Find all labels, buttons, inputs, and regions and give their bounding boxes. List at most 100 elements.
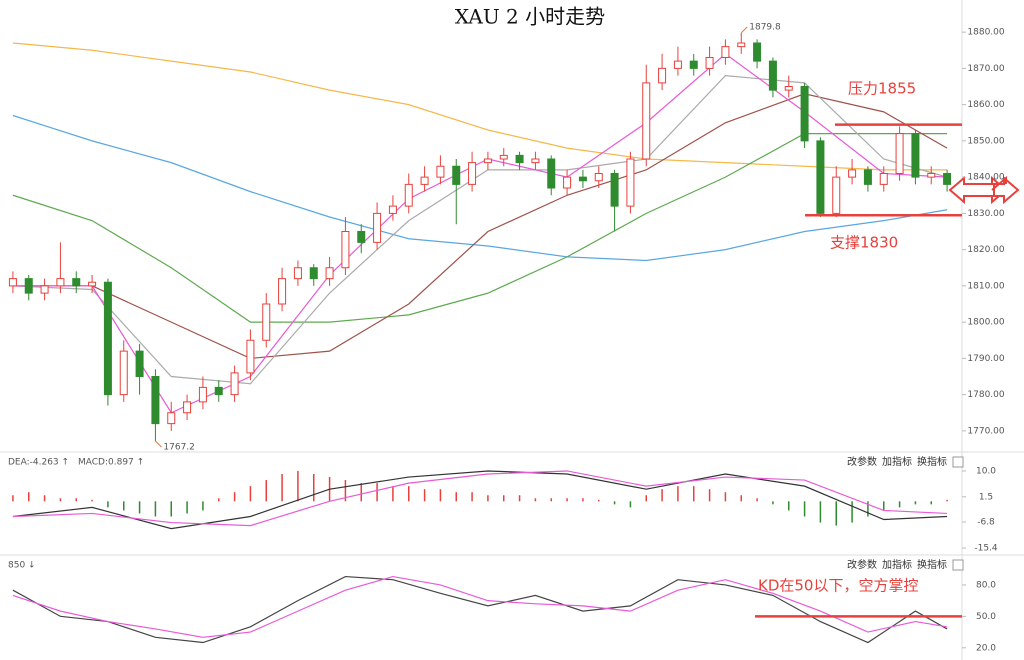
candle-body — [911, 133, 920, 178]
candle-body — [863, 169, 872, 185]
candle-body — [832, 176, 841, 214]
extreme-pointer — [740, 26, 748, 34]
candle-body — [88, 281, 97, 287]
chart-title: XAU 2 小时走势 — [455, 5, 605, 29]
candle-body — [895, 133, 904, 174]
indicator-line — [12, 114, 948, 262]
y-tick-label: 80.0 — [976, 580, 996, 590]
y-tick-label: -15.4 — [974, 544, 998, 554]
extreme-label: 1879.8 — [749, 22, 781, 32]
kd-header: 850 ↓ — [8, 561, 36, 571]
candle-body — [784, 86, 793, 91]
y-tick-label: 1770.00 — [967, 426, 1004, 436]
macd-label: MACD:0.897 ↑ — [78, 458, 144, 468]
support-label: 支撑1830 — [830, 234, 898, 252]
y-tick-label: 10.0 — [976, 466, 996, 476]
arrow-right — [991, 175, 1020, 205]
candle-body — [547, 158, 556, 189]
candle-body — [24, 278, 33, 294]
candle-body — [198, 386, 207, 403]
panel-button[interactable]: 改参数 — [847, 455, 877, 468]
candle-body — [737, 42, 746, 48]
candle-body — [499, 154, 508, 160]
y-tick-label: 1.5 — [979, 492, 993, 502]
close-button[interactable] — [952, 456, 964, 468]
y-tick-label: 50.0 — [976, 612, 996, 622]
extreme-label: 1767.2 — [163, 443, 195, 453]
candle-body — [420, 176, 429, 185]
candle-body — [563, 176, 572, 189]
candle-body — [468, 162, 477, 185]
y-tick-label: 1830.00 — [967, 209, 1004, 219]
candle-body — [927, 173, 936, 178]
candle-body — [357, 231, 366, 243]
candle-body — [325, 267, 334, 280]
candle-body — [436, 165, 445, 178]
candle-body — [515, 154, 524, 164]
candle-body — [8, 278, 17, 287]
candle-body — [531, 158, 540, 164]
candle-body — [689, 60, 698, 69]
candle-body — [658, 67, 667, 84]
candle-body — [483, 158, 492, 164]
candle-body — [103, 281, 112, 396]
indicator-line — [12, 575, 948, 638]
candle-body — [278, 278, 287, 305]
y-tick-label: 1790.00 — [967, 354, 1004, 364]
candle-body — [594, 173, 603, 182]
candle-body — [151, 376, 160, 425]
resistance-label: 压力1855 — [848, 80, 916, 98]
candle-body — [293, 267, 302, 280]
candle-body — [943, 173, 952, 185]
y-tick-label: 1870.00 — [967, 64, 1004, 74]
candle-body — [40, 285, 49, 294]
panel-button[interactable]: 加指标 — [882, 558, 912, 571]
candle-body — [705, 57, 714, 69]
y-tick-label: 1860.00 — [967, 100, 1004, 110]
candle-body — [230, 372, 239, 396]
candle-body — [341, 231, 350, 269]
y-tick-label: 1850.00 — [967, 136, 1004, 146]
y-tick-label: 1880.00 — [967, 28, 1004, 38]
y-tick-label: 1820.00 — [967, 245, 1004, 255]
candle-body — [167, 412, 176, 425]
panel-button[interactable]: 换指标 — [917, 455, 947, 468]
candle-body — [800, 86, 809, 142]
candle-body — [610, 173, 619, 207]
indicator-line — [12, 42, 948, 171]
candle-body — [388, 205, 397, 214]
candle-body — [72, 278, 81, 287]
extreme-pointer — [155, 440, 162, 448]
indicator-line — [12, 470, 948, 530]
candle-body — [673, 60, 682, 69]
candle-body — [721, 46, 730, 58]
y-tick-label: 1780.00 — [967, 390, 1004, 400]
candle-body — [183, 401, 192, 414]
dea-label: DEA:-4.263 ↑ — [8, 458, 69, 468]
candle-body — [753, 42, 762, 62]
candle-body — [452, 165, 461, 185]
close-button[interactable] — [952, 559, 964, 571]
candle-body — [262, 303, 271, 341]
candle-body — [642, 82, 651, 160]
panel-button[interactable]: 改参数 — [847, 558, 877, 571]
candle-body — [56, 278, 65, 287]
candle-body — [578, 176, 587, 182]
y-tick-label: 1810.00 — [967, 281, 1004, 291]
indicator-line — [12, 470, 948, 527]
candle-body — [816, 140, 825, 214]
y-tick-label: 1800.00 — [967, 318, 1004, 328]
panel-button[interactable]: 加指标 — [882, 455, 912, 468]
candle-body — [768, 60, 777, 91]
candle-body — [246, 339, 255, 374]
candle-body — [309, 267, 318, 280]
candle-body — [135, 350, 144, 377]
y-tick-label: 20.0 — [976, 643, 996, 653]
candle-body — [879, 173, 888, 185]
candle-body — [626, 158, 635, 207]
y-tick-label: -6.8 — [977, 517, 995, 527]
panel-button[interactable]: 换指标 — [917, 558, 947, 571]
candle-body — [214, 386, 223, 396]
